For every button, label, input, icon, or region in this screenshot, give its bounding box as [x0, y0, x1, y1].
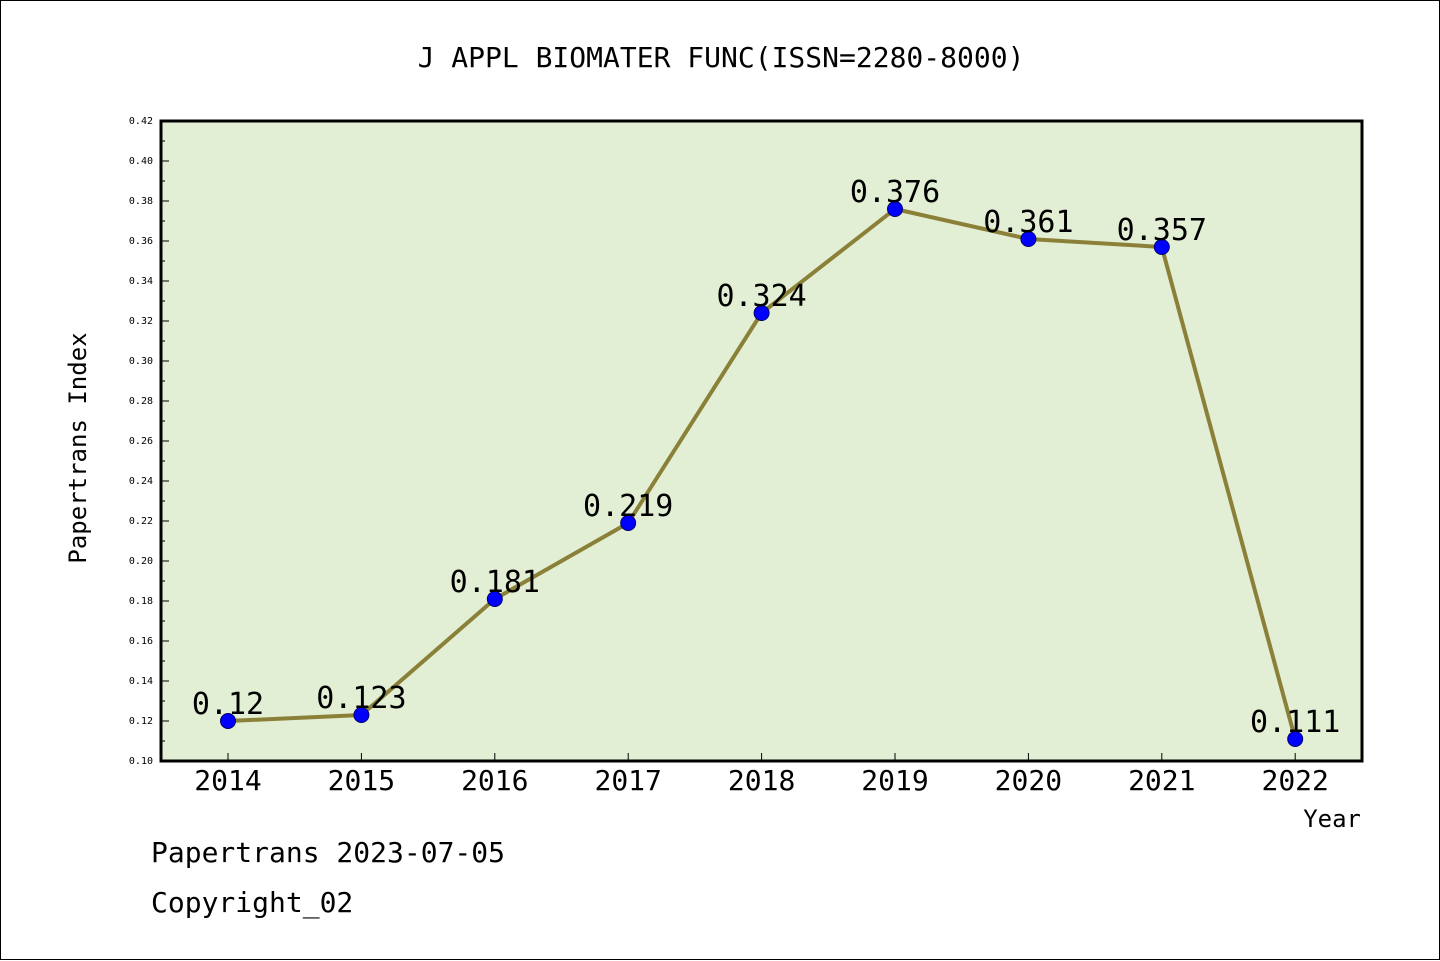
y-tick-label: 0.28 [129, 396, 153, 407]
data-label: 0.376 [850, 175, 940, 210]
y-tick-label: 0.40 [129, 156, 153, 167]
x-axis-label: Year [1303, 805, 1361, 833]
x-tick-label: 2022 [1261, 764, 1328, 797]
data-point [620, 515, 637, 531]
x-tick-label: 2019 [861, 764, 928, 797]
data-point [887, 201, 903, 217]
data-label: 0.12 [192, 687, 264, 722]
x-tick-label: 2021 [1128, 764, 1195, 797]
y-tick-label: 0.20 [129, 556, 153, 567]
data-label: 0.324 [716, 279, 806, 314]
y-tick-label: 0.10 [129, 756, 153, 767]
footer-copyright-text: Copyright_02 [151, 886, 354, 919]
y-tick-label: 0.42 [129, 116, 153, 127]
y-axis-label: Papertrans Index [64, 332, 92, 563]
x-tick-label: 2014 [194, 764, 261, 797]
data-point [353, 707, 370, 723]
chart-title: J APPL BIOMATER FUNC(ISSN=2280-8000) [418, 41, 1025, 74]
y-tick-label: 0.22 [129, 516, 153, 527]
data-point [1020, 231, 1037, 247]
y-tick-label: 0.32 [129, 316, 153, 327]
x-tick-label: 2016 [461, 764, 528, 797]
data-point [486, 591, 503, 607]
y-tick-label: 0.16 [129, 636, 153, 647]
data-point [1153, 239, 1170, 255]
y-tick-label: 0.30 [129, 356, 153, 367]
y-tick-label: 0.14 [129, 676, 153, 687]
y-tick-label: 0.24 [129, 476, 153, 487]
x-tick-label: 2017 [594, 764, 661, 797]
plot-border [159, 119, 1364, 763]
data-point [220, 713, 236, 729]
y-tick-label: 0.18 [129, 596, 153, 607]
data-label: 0.181 [450, 565, 540, 600]
data-point [1287, 731, 1304, 747]
x-tick-label: 2018 [728, 764, 795, 797]
data-label: 0.361 [983, 205, 1073, 240]
y-tick-label: 0.34 [129, 276, 153, 287]
data-label: 0.111 [1250, 705, 1340, 740]
data-label: 0.219 [583, 489, 673, 524]
x-tick-label: 2015 [328, 764, 395, 797]
plot-area [161, 121, 1362, 761]
x-tick-label: 2020 [995, 764, 1062, 797]
footer-date-text: Papertrans 2023-07-05 [151, 836, 506, 869]
y-tick-label: 0.36 [129, 236, 153, 247]
y-tick-label: 0.38 [129, 196, 153, 207]
data-label: 0.123 [316, 681, 406, 716]
data-point [753, 305, 770, 321]
y-tick-label: 0.12 [129, 716, 153, 727]
y-tick-label: 0.26 [129, 436, 153, 447]
data-label: 0.357 [1117, 213, 1207, 248]
